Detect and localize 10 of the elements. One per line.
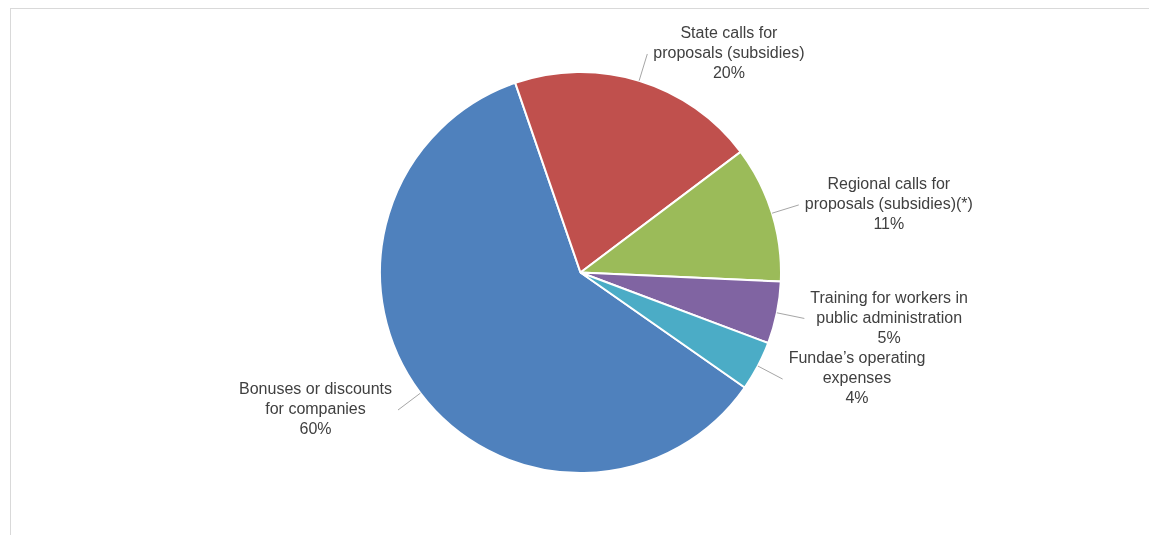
data-label: 5% (877, 328, 901, 346)
data-label: 60% (299, 420, 332, 438)
slice-label: Bonuses or discounts for companies (239, 380, 393, 418)
slice-label: Fundae’s operating expenses (788, 349, 926, 387)
data-label: 11% (873, 215, 905, 233)
data-label: 4% (845, 389, 869, 407)
slice-label: Regional calls for proposals (subsidies)(*) (804, 175, 973, 213)
slice-label: Training for workers in public administration (810, 288, 969, 326)
slice-label: State calls for proposals (subsidies) (653, 24, 805, 62)
data-label: 20% (712, 64, 745, 82)
